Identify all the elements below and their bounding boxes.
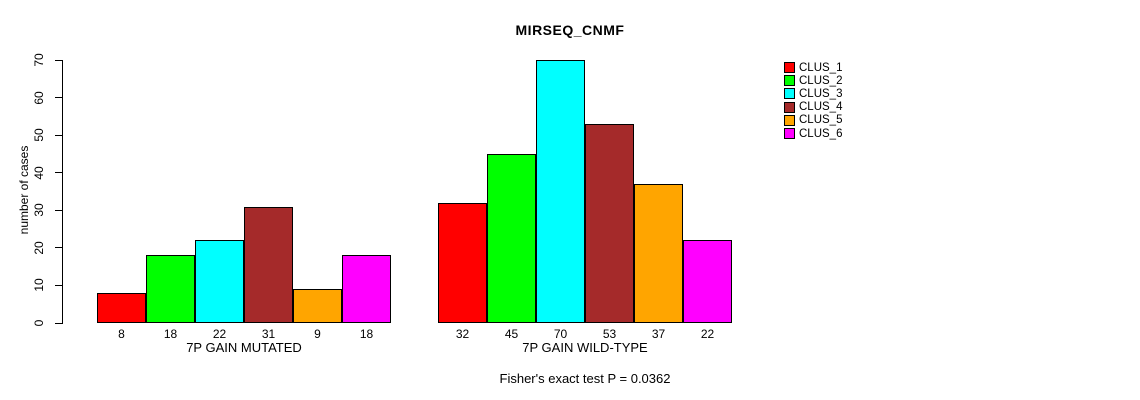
bar-clus_6 xyxy=(342,255,391,323)
bar-value-label: 9 xyxy=(314,327,321,341)
bar-value-label: 45 xyxy=(504,327,519,341)
legend-label: CLUS_5 xyxy=(799,114,843,127)
bar-value-label: 22 xyxy=(212,327,227,341)
x-group-label: 7P GAIN WILD-TYPE xyxy=(522,340,648,355)
y-axis-tick-label: 20 xyxy=(32,241,46,255)
bar-clus_2 xyxy=(487,153,536,323)
y-axis-tick xyxy=(55,247,62,249)
bar-clus_6 xyxy=(683,240,732,323)
y-axis-tick xyxy=(55,209,62,211)
y-axis-tick-label: 30 xyxy=(32,203,46,217)
bar-value-label: 22 xyxy=(700,327,715,341)
legend-item: CLUS_6 xyxy=(784,127,842,140)
y-axis-tick-label: 40 xyxy=(32,166,46,180)
x-group-label: 7P GAIN MUTATED xyxy=(186,340,302,355)
legend-swatch xyxy=(784,88,795,100)
bar-value-label: 37 xyxy=(651,327,666,341)
legend-item: CLUS_3 xyxy=(784,87,842,100)
chart-title: MIRSEQ_CNMF xyxy=(515,22,625,38)
y-axis-tick xyxy=(55,134,62,136)
bar-clus_5 xyxy=(634,183,683,323)
y-axis-tick xyxy=(55,172,62,174)
bar-value-label: 70 xyxy=(553,327,568,341)
legend-item: CLUS_2 xyxy=(784,74,842,87)
legend-item: CLUS_1 xyxy=(784,61,842,74)
bar-clus_3 xyxy=(536,60,585,323)
legend-label: CLUS_2 xyxy=(799,74,843,87)
bar-value-label: 8 xyxy=(118,327,125,341)
y-axis-tick-label: 0 xyxy=(32,319,46,327)
legend-label: CLUS_1 xyxy=(799,61,843,74)
y-axis-tick xyxy=(55,97,62,99)
bar-clus_1 xyxy=(97,292,146,323)
legend-swatch xyxy=(784,62,795,74)
bar-clus_3 xyxy=(195,240,244,323)
legend-swatch xyxy=(784,101,795,113)
y-axis-tick-label: 10 xyxy=(32,278,46,293)
bar-value-label: 31 xyxy=(261,327,276,341)
legend-label: CLUS_4 xyxy=(799,101,843,114)
fisher-test-annotation: Fisher's exact test P = 0.0362 xyxy=(499,371,671,386)
legend-swatch xyxy=(784,75,795,87)
bar-clus_4 xyxy=(244,206,293,323)
bar-clus_4 xyxy=(585,123,634,323)
y-axis-line xyxy=(62,60,63,324)
bar-value-label: 18 xyxy=(359,327,374,341)
legend-label: CLUS_3 xyxy=(799,87,843,100)
legend: CLUS_1 CLUS_2 CLUS_3 CLUS_4 CLUS_5 CLUS_6 xyxy=(784,61,842,140)
y-axis-tick xyxy=(55,284,62,286)
y-axis-tick xyxy=(55,322,62,324)
y-axis-tick-label: 50 xyxy=(32,128,46,142)
legend-label: CLUS_6 xyxy=(799,127,843,140)
bar-value-label: 53 xyxy=(602,327,617,341)
y-axis-title: number of cases xyxy=(17,145,31,235)
y-axis-tick-label: 70 xyxy=(32,53,46,67)
legend-item: CLUS_4 xyxy=(784,101,842,114)
y-axis-tick xyxy=(55,59,62,61)
legend-swatch xyxy=(784,114,795,126)
bar-value-label: 32 xyxy=(455,327,470,341)
legend-swatch xyxy=(784,128,795,140)
bar-clus_5 xyxy=(293,289,342,323)
legend-item: CLUS_5 xyxy=(784,114,842,127)
y-axis-tick-label: 60 xyxy=(32,90,46,105)
bar-value-label: 18 xyxy=(163,327,178,341)
bar-clus_2 xyxy=(146,255,195,323)
bar-clus_1 xyxy=(438,202,487,323)
